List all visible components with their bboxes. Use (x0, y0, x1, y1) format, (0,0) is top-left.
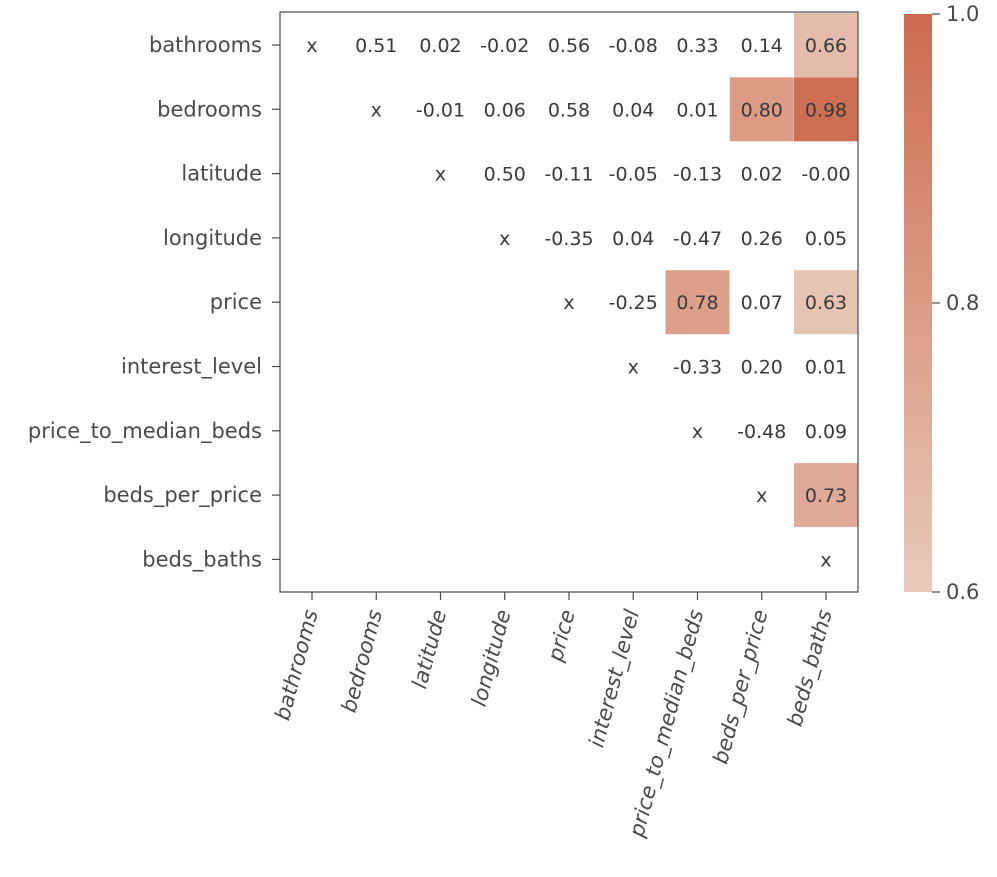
cell-value-label: 0.20 (741, 357, 783, 379)
cell-value-label: -0.05 (609, 164, 658, 186)
diagonal-marker: x (756, 485, 767, 507)
cells-layer (665, 13, 858, 528)
diagonal-marker: x (692, 421, 703, 443)
cell-value-label: 0.98 (805, 99, 847, 121)
cell-text-layer: x 0.51 0.02 -0.02 0.56 -0.08 0.33 0.14 0.66 x -0.0… (306, 35, 850, 571)
x-tick-label: price_to_median_beds (624, 607, 709, 841)
cell-value-label: 0.78 (676, 292, 718, 314)
cell-value-label: 0.51 (355, 35, 397, 57)
x-tick-label: bedrooms (337, 607, 387, 715)
x-tick-label: interest_level (584, 607, 645, 750)
diagonal-marker: x (820, 549, 831, 571)
colorbar-tick-label: 1.0 (946, 2, 979, 26)
cell-value-label: -0.13 (673, 164, 722, 186)
x-tick-label: beds_per_price (708, 607, 773, 767)
y-tick-label: beds_baths (142, 547, 262, 572)
cell-value-label: 0.66 (805, 35, 847, 57)
y-tick-label: bedrooms (157, 97, 262, 121)
cell-value-label: 0.58 (548, 99, 590, 121)
x-axis-labels: bathrooms bedrooms latitude longitude price i… (270, 592, 838, 841)
x-tick-label: latitude (407, 607, 451, 691)
y-tick-label: price (210, 290, 262, 314)
cell-value-label: 0.80 (741, 99, 783, 121)
y-tick-label: price_to_median_beds (28, 419, 262, 444)
diagonal-marker: x (563, 292, 574, 314)
x-tick-label: bathrooms (270, 607, 323, 723)
heatmap-cell (794, 13, 858, 77)
cell-value-label: 0.14 (741, 35, 783, 57)
colorbar-ticks: 0.6 0.8 1.0 (932, 2, 979, 604)
diagonal-marker: x (499, 228, 510, 250)
x-tick-label: longitude (467, 607, 516, 709)
colorbar-tick-label: 0.6 (946, 580, 979, 604)
cell-value-label: -0.48 (737, 421, 786, 443)
cell-value-label: 0.09 (805, 421, 847, 443)
cell-value-label: -0.00 (801, 164, 850, 186)
cell-value-label: -0.33 (673, 357, 722, 379)
colorbar (904, 14, 932, 592)
heatmap-cell (794, 270, 858, 335)
heatmap-cell (794, 463, 858, 528)
y-tick-label: interest_level (121, 355, 262, 380)
cell-value-label: 0.26 (741, 228, 783, 250)
cell-value-label: -0.11 (544, 164, 593, 186)
cell-value-label: 0.02 (419, 35, 461, 57)
cell-value-label: 0.56 (548, 35, 590, 57)
cell-value-label: 0.05 (805, 228, 847, 250)
diagonal-marker: x (306, 35, 317, 57)
cell-value-label: -0.47 (673, 228, 722, 250)
diagonal-marker: x (628, 357, 639, 379)
y-axis-labels: bathrooms bedrooms latitude longitude price i… (28, 33, 280, 572)
heatmap-cell (729, 77, 794, 142)
y-tick-label: latitude (181, 162, 262, 186)
colorbar-tick-label: 0.8 (946, 291, 979, 315)
cell-value-label: 0.04 (612, 99, 654, 121)
cell-value-label: 0.73 (805, 485, 847, 507)
cell-value-label: 0.04 (612, 228, 654, 250)
heatmap-cell (665, 270, 730, 335)
y-tick-label: bathrooms (149, 33, 262, 57)
cell-value-label: 0.02 (741, 164, 783, 186)
cell-value-label: 0.50 (484, 164, 526, 186)
x-tick-label: price (543, 607, 580, 665)
cell-value-label: 0.07 (741, 292, 783, 314)
cell-value-label: -0.35 (544, 228, 593, 250)
diagonal-marker: x (435, 164, 446, 186)
cell-value-label: -0.01 (416, 99, 465, 121)
x-tick-label: beds_baths (783, 607, 838, 729)
cell-value-label: 0.01 (805, 357, 847, 379)
diagonal-marker: x (371, 99, 382, 121)
y-tick-label: longitude (163, 226, 262, 250)
cell-value-label: 0.63 (805, 292, 847, 314)
cell-value-label: -0.25 (609, 292, 658, 314)
cell-value-label: -0.08 (609, 35, 658, 57)
cell-value-label: -0.02 (480, 35, 529, 57)
cell-value-label: 0.06 (484, 99, 526, 121)
cell-value-label: 0.01 (676, 99, 718, 121)
cell-value-label: 0.33 (676, 35, 718, 57)
y-tick-label: beds_per_price (103, 483, 262, 508)
heatmap-cell (794, 77, 858, 142)
